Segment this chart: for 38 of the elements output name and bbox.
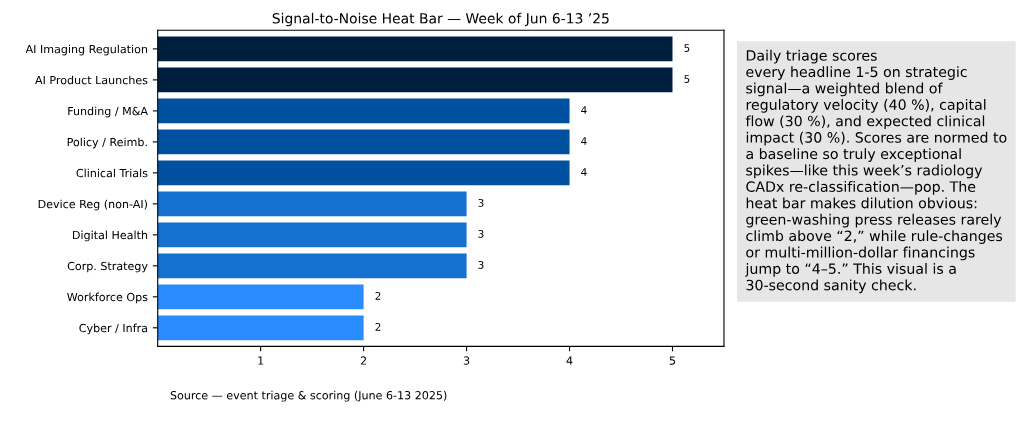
data-label: 4 — [581, 137, 587, 145]
y-tick-label: Funding / M&A — [68, 106, 148, 118]
source-note: Source — event triage & scoring (June 6-13 2025) — [170, 390, 447, 402]
bar — [157, 253, 467, 279]
y-tick-label: Workforce Ops — [67, 292, 148, 304]
y-tick-label: Digital Health — [73, 230, 148, 242]
y-tick-label: AI Imaging Regulation — [25, 44, 148, 56]
data-label: 4 — [581, 106, 587, 114]
x-tick-label: 3 — [463, 356, 470, 365]
data-label: 4 — [581, 168, 587, 176]
y-tick-label: AI Product Launches — [35, 75, 148, 85]
bar — [157, 160, 570, 186]
y-tick-label: Cyber / Infra — [79, 323, 147, 335]
bar — [157, 222, 467, 248]
bar — [157, 284, 364, 310]
data-label: 5 — [684, 75, 690, 83]
y-tick-label: Corp. Strategy — [67, 261, 148, 273]
chart-title: Signal-to-Noise Heat Bar — Week of Jun 6-13 ’25 — [272, 12, 609, 27]
data-label: 5 — [684, 44, 690, 52]
data-label: 2 — [375, 322, 381, 331]
data-label: 3 — [478, 260, 484, 269]
data-label: 3 — [478, 198, 484, 207]
bar — [157, 36, 673, 62]
y-tick-label: Policy / Reimb. — [67, 137, 147, 149]
y-tick-label: Clinical Trials — [76, 168, 148, 178]
y-tick-label: Device Reg (non-AI) — [38, 199, 148, 211]
data-label: 2 — [375, 291, 381, 300]
x-tick-label: 2 — [360, 356, 367, 365]
bar — [157, 191, 467, 217]
bar — [157, 315, 364, 341]
text: Daily triage scores every headline 1-5 on strategic signal—a weighted blend of regulatory velocity (40 %), capital flow (30 %), and expected clinical impact (30 %). Scores are normed to a baseline so truly exceptional spikes—like this week’s radiology CADx re-classification—pop. The heat bar makes dilution obvious: green-washing press releases rarely climb above “2,” while rule-changes or multi-million-dollar financings jump to “4–5.” This visual is a 30-second sanity check. — [745, 49, 1007, 294]
bar — [157, 98, 570, 124]
x-tick-label: 4 — [566, 356, 573, 365]
x-tick-label: 5 — [669, 356, 676, 365]
bar — [157, 129, 570, 155]
bar — [157, 67, 673, 93]
x-tick-label: 1 — [258, 356, 264, 365]
data-label: 3 — [478, 229, 484, 238]
